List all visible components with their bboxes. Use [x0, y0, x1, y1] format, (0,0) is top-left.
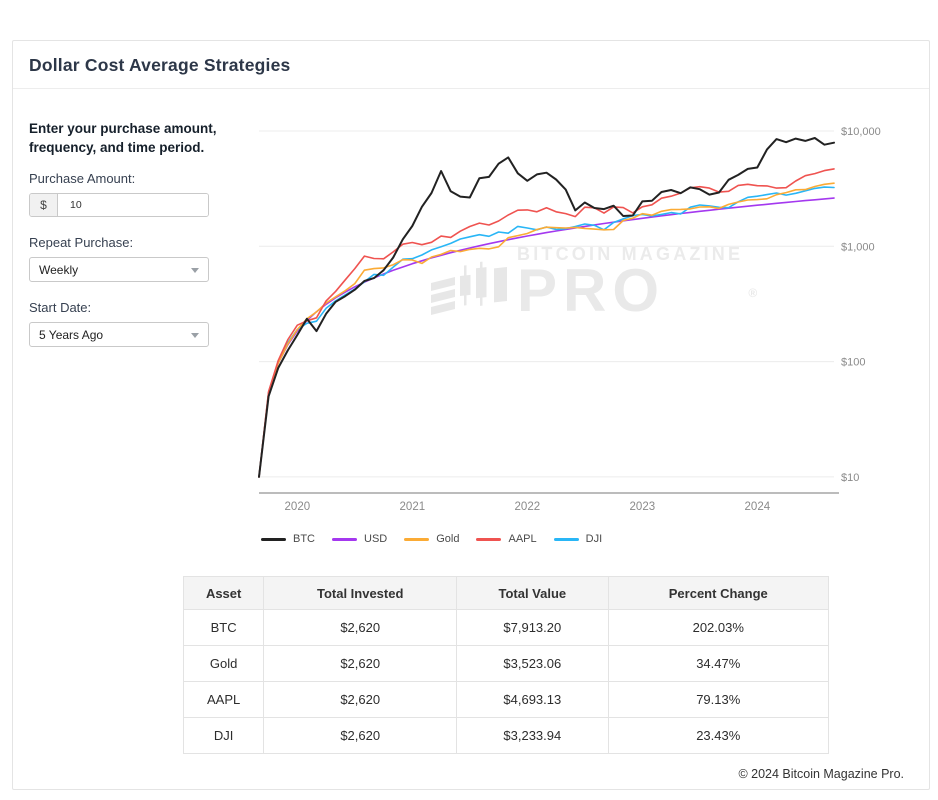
panel: Dollar Cost Average Strategies Enter you…	[12, 40, 930, 790]
table-cell: $3,233.94	[456, 717, 609, 754]
table-cell: $3,523.06	[456, 645, 609, 682]
legend-label: DJI	[585, 533, 603, 545]
legend-item-gold[interactable]: Gold	[404, 533, 459, 545]
table-cell: $7,913.20	[456, 609, 609, 646]
legend-label: Gold	[436, 533, 460, 545]
repeat-purchase-label: Repeat Purchase:	[29, 235, 134, 250]
start-date-label: Start Date:	[29, 300, 92, 315]
results-table: Asset Total Invested Total Value Percent Ch…	[182, 576, 830, 754]
table-cell: 79.13%	[607, 681, 830, 718]
panel-header: Dollar Cost Average Strategies	[13, 41, 929, 89]
svg-text:$1,000: $1,000	[841, 241, 875, 253]
chevron-down-icon	[191, 333, 199, 338]
chevron-down-icon	[191, 268, 199, 273]
legend-swatch-icon	[404, 537, 430, 541]
table-header-row: Asset Total Invested Total Value Percent Ch…	[182, 576, 830, 610]
svg-text:$100: $100	[841, 357, 865, 369]
legend-item-aapl[interactable]: AAPL	[476, 533, 537, 545]
table-row: BTC $2,620 $7,913.20 202.03%	[182, 609, 830, 646]
dca-chart[interactable]: $10,000 $1,000 $100 $10 2020 2021 2022 2023 2024	[251, 101, 938, 551]
legend-item-usd[interactable]: USD	[332, 533, 387, 545]
legend-label: AAPL	[508, 533, 537, 545]
table-cell: 23.43%	[607, 717, 830, 754]
legend-label: USD	[364, 533, 388, 545]
svg-text:2020: 2020	[285, 501, 311, 513]
svg-text:2024: 2024	[745, 501, 771, 513]
page-title: Dollar Cost Average Strategies	[29, 55, 291, 75]
dca-form: Enter your purchase amount, frequency, a…	[29, 119, 225, 365]
legend-swatch-icon	[332, 537, 357, 541]
legend-label: BTC	[293, 533, 315, 545]
column-header: Total Invested	[263, 576, 458, 610]
column-header: Total Value	[456, 576, 609, 610]
purchase-amount-label: Purchase Amount:	[29, 171, 136, 186]
table-cell: $2,620	[263, 609, 458, 646]
table-cell: AAPL	[182, 681, 265, 718]
legend-swatch-icon	[553, 537, 579, 541]
purchase-amount-group: $	[29, 193, 209, 217]
form-intro-text: Enter your purchase amount, frequency, a…	[29, 121, 217, 155]
table-cell: 202.03%	[607, 609, 830, 646]
start-date-select[interactable]: 5 Years Ago	[29, 322, 209, 347]
column-header: Asset	[182, 576, 265, 610]
table-cell: $2,620	[263, 681, 458, 718]
svg-text:2022: 2022	[515, 501, 541, 513]
table-cell: $4,693.13	[456, 681, 609, 718]
start-date-value: 5 Years Ago	[39, 327, 104, 342]
legend-item-btc[interactable]: BTC	[261, 533, 315, 545]
table-cell: DJI	[182, 717, 265, 754]
svg-text:$10,000: $10,000	[841, 126, 881, 138]
table-cell: BTC	[182, 609, 265, 646]
table-row: AAPL $2,620 $4,693.13 79.13%	[182, 681, 830, 718]
table-cell: 34.47%	[607, 645, 830, 682]
legend-item-dji[interactable]: DJI	[553, 533, 603, 545]
repeat-purchase-value: Weekly	[39, 262, 79, 277]
svg-text:2023: 2023	[630, 501, 656, 513]
column-header: Percent Change	[607, 576, 830, 610]
purchase-amount-field[interactable]	[58, 194, 208, 216]
svg-text:$10: $10	[841, 472, 859, 484]
repeat-purchase-select[interactable]: Weekly	[29, 257, 209, 282]
copyright-text: © 2024 Bitcoin Magazine Pro.	[738, 767, 904, 781]
table-cell: $2,620	[263, 645, 458, 682]
svg-text:2021: 2021	[400, 501, 426, 513]
table-cell: $2,620	[263, 717, 458, 754]
table-cell: Gold	[182, 645, 265, 682]
legend-swatch-icon	[261, 537, 286, 541]
currency-prefix: $	[30, 194, 58, 216]
chart-legend: BTC USD Gold AAPL DJI	[261, 533, 602, 545]
table-row: Gold $2,620 $3,523.06 34.47%	[182, 645, 830, 682]
legend-swatch-icon	[476, 537, 502, 541]
table-row: DJI $2,620 $3,233.94 23.43%	[182, 717, 830, 754]
